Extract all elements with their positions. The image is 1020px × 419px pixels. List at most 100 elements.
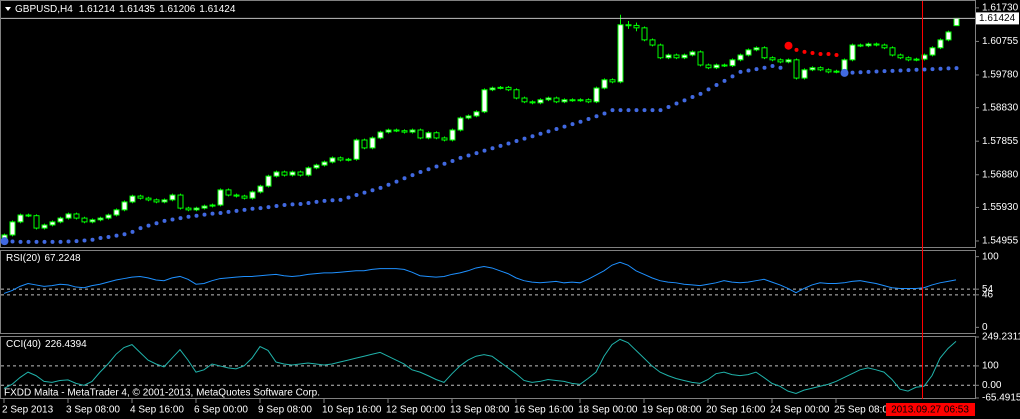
candle-body <box>97 217 104 221</box>
candle-body <box>241 195 248 199</box>
indicator-dot <box>18 239 23 244</box>
indicator-line <box>3 338 957 394</box>
candle-body <box>73 213 80 219</box>
menu-arrow[interactable] <box>5 7 11 11</box>
indicator-dot <box>0 237 9 246</box>
indicator-dot <box>738 69 743 74</box>
candle-body <box>521 97 528 103</box>
indicator-dot <box>634 108 639 113</box>
indicator-dot <box>42 239 47 244</box>
indicator-dot <box>82 238 87 243</box>
candle-body <box>393 129 400 132</box>
candle-body <box>385 129 392 133</box>
indicator-dot <box>666 104 671 109</box>
candle-body <box>553 97 560 103</box>
x-tick-label: 4 Sep 16:00 <box>130 405 184 416</box>
candle-body <box>529 101 536 104</box>
candle-body <box>41 224 48 229</box>
candle-body <box>761 47 768 59</box>
candle-body <box>833 70 840 73</box>
cci-header: CCI(40) 226.4394 <box>6 339 87 350</box>
indicator-dot <box>522 136 527 141</box>
candle-body <box>401 130 408 133</box>
indicator-dot <box>866 69 871 74</box>
candle-body <box>649 39 656 46</box>
indicator-dot <box>834 53 839 58</box>
candle-body <box>817 67 824 71</box>
indicator-dot <box>186 214 191 219</box>
indicator-dot <box>746 68 751 73</box>
candle-body <box>633 24 640 29</box>
indicator-dot <box>154 221 159 226</box>
candle-body <box>713 64 720 69</box>
indicator-dot <box>682 98 687 103</box>
x-tick-label: 9 Sep 08:00 <box>258 405 312 416</box>
y-tick-label: 54 <box>982 284 994 295</box>
indicator-dot <box>442 161 447 166</box>
indicator-dot <box>954 66 959 71</box>
x-tick-label: 12 Sep 00:00 <box>386 405 446 416</box>
indicator-dot <box>754 67 759 72</box>
indicator-dot <box>874 69 879 74</box>
candle-body <box>65 213 72 219</box>
indicator-dot <box>26 239 31 244</box>
indicator-dot <box>114 233 119 238</box>
indicator-dot <box>450 158 455 163</box>
candle-body <box>825 69 832 73</box>
indicator-dot <box>90 237 95 242</box>
rsi-panel <box>0 250 976 334</box>
indicator-dot <box>130 229 135 234</box>
indicator-dot <box>162 218 167 223</box>
candle-body <box>81 217 88 223</box>
candle-body <box>433 132 440 139</box>
rsi-title: RSI(20) <box>6 253 40 264</box>
candle-body <box>673 54 680 59</box>
indicator-dot <box>58 239 63 244</box>
candle-body <box>753 47 760 51</box>
indicator-dot <box>538 131 543 136</box>
candle-body <box>929 47 936 56</box>
y-tick-label: -65.4915 <box>982 393 1020 404</box>
cci-value: 226.4394 <box>45 339 87 350</box>
candle-body <box>369 137 376 149</box>
x-tick-label: 6 Sep 00:00 <box>194 405 248 416</box>
indicator-dot <box>722 78 727 83</box>
candle-body <box>193 207 200 211</box>
indicator-dot <box>402 176 407 181</box>
indicator-dot <box>714 82 719 87</box>
candle-body <box>457 117 464 131</box>
candle-body <box>177 194 184 209</box>
indicator-dot <box>914 67 919 72</box>
indicator-dot <box>410 173 415 178</box>
indicator-dot <box>106 235 111 240</box>
candle-body <box>313 164 320 169</box>
x-tick-label: 19 Sep 08:00 <box>642 405 702 416</box>
indicator-dot <box>930 67 935 72</box>
indicator-dot <box>394 179 399 184</box>
indicator-dot <box>698 91 703 96</box>
indicator-dot <box>602 111 607 116</box>
candle-body <box>481 89 488 113</box>
indicator-dot <box>306 200 311 205</box>
main-panel <box>0 0 976 248</box>
indicator-dot <box>474 151 479 156</box>
candle-body <box>169 194 176 201</box>
y-tick-label: 46 <box>982 289 994 300</box>
indicator-dot <box>370 188 375 193</box>
indicator-dot <box>506 141 511 146</box>
indicator-dot <box>258 206 263 211</box>
indicator-dot <box>242 207 247 212</box>
indicator-dot <box>354 193 359 198</box>
high-value: 1.61435 <box>119 4 156 15</box>
indicator-dot <box>210 211 215 216</box>
candle-body <box>905 57 912 61</box>
candle-body <box>617 24 624 83</box>
indicator-dot <box>298 201 303 206</box>
indicator-dot <box>818 51 823 56</box>
candle-body <box>793 59 800 79</box>
indicator-dot <box>218 210 223 215</box>
symbol: GBPUSD,H4 <box>15 4 73 15</box>
indicator-dot <box>674 101 679 106</box>
candle-body <box>225 189 232 196</box>
indicator-dot <box>890 68 895 73</box>
